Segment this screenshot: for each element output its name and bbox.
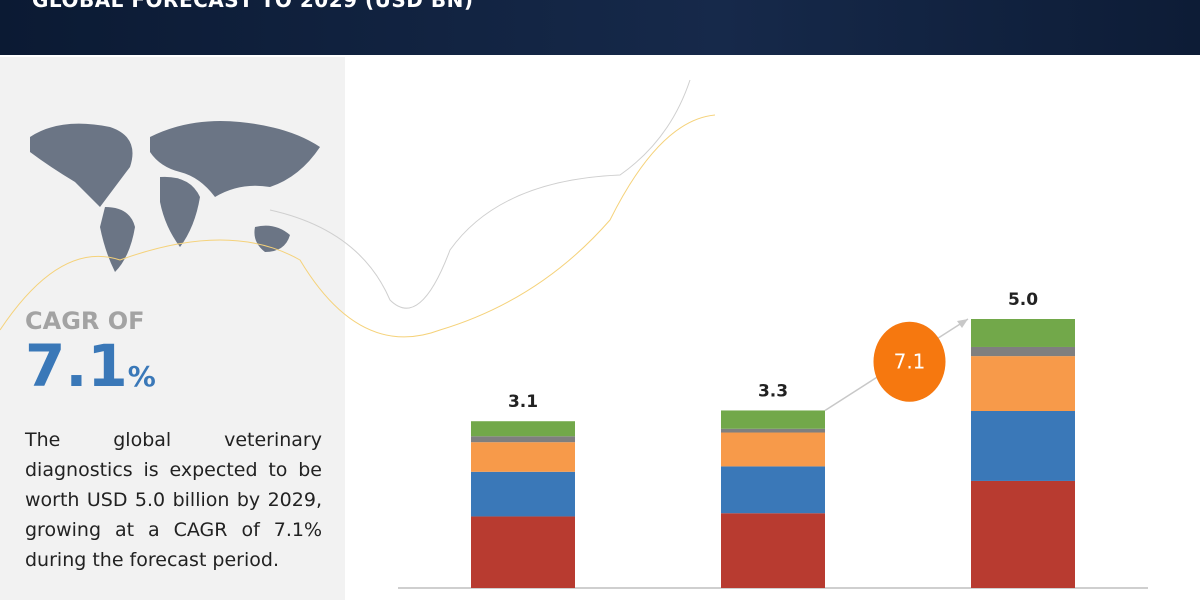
bar-segment <box>721 410 825 429</box>
bar-segment <box>971 356 1075 411</box>
total-label: 5.0 <box>1008 290 1038 310</box>
cagr-label: CAGR OF <box>25 307 145 335</box>
bar-segment <box>721 466 825 514</box>
cagr-bubble <box>873 321 946 402</box>
description: The global veterinary diagnostics is exp… <box>25 429 322 571</box>
world-map <box>30 121 320 272</box>
total-label: 3.1 <box>508 392 538 412</box>
bar-segment <box>971 346 1075 357</box>
bar-segment <box>471 442 575 472</box>
header: GLOBAL FORECAST TO 2029 (USD BN) <box>0 0 1200 55</box>
bar-segment <box>971 319 1075 347</box>
cagr-arrow-head <box>957 319 968 328</box>
bar-segment <box>471 471 575 517</box>
decor-wave <box>269 79 691 309</box>
bar-segment <box>471 421 575 437</box>
cagr-number: 7.1 <box>25 332 128 400</box>
bar-segment <box>971 480 1075 588</box>
side-panel: CAGR OF 7.1% The global veterinary diagn… <box>0 57 345 600</box>
total-label: 3.3 <box>758 381 788 401</box>
bar-segment <box>721 428 825 433</box>
bar-segment <box>471 436 575 443</box>
cagr-unit: % <box>127 360 156 393</box>
decor-wave <box>0 114 716 338</box>
header-title: GLOBAL FORECAST TO 2029 (USD BN) <box>32 0 474 12</box>
cagr-bubble-label: 7.1 <box>894 350 926 374</box>
bar-segment <box>721 513 825 588</box>
bar-segment <box>721 432 825 467</box>
cagr-value: 7.1% <box>25 332 156 400</box>
bar-segment <box>971 410 1075 481</box>
bar-segment <box>471 516 575 588</box>
